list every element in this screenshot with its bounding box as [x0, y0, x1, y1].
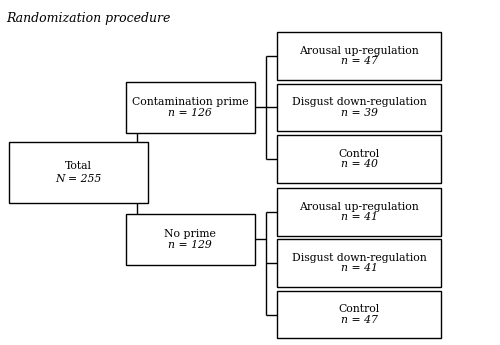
FancyBboxPatch shape	[278, 188, 442, 236]
Text: n = 47: n = 47	[341, 315, 378, 325]
Text: n = 47: n = 47	[341, 57, 378, 67]
Text: n = 39: n = 39	[341, 108, 378, 118]
FancyBboxPatch shape	[278, 290, 442, 338]
FancyBboxPatch shape	[278, 83, 442, 131]
Text: n = 129: n = 129	[168, 240, 212, 250]
Text: Disgust down-regulation: Disgust down-regulation	[292, 253, 427, 263]
Text: No prime: No prime	[164, 229, 216, 239]
FancyBboxPatch shape	[9, 142, 148, 203]
Text: N = 255: N = 255	[56, 174, 102, 184]
Text: n = 41: n = 41	[341, 264, 378, 274]
Text: Control: Control	[339, 149, 380, 159]
Text: n = 126: n = 126	[168, 108, 212, 118]
Text: Arousal up-regulation: Arousal up-regulation	[300, 46, 420, 56]
FancyBboxPatch shape	[126, 214, 255, 265]
FancyBboxPatch shape	[278, 239, 442, 287]
Text: Total: Total	[65, 161, 92, 171]
FancyBboxPatch shape	[278, 32, 442, 80]
FancyBboxPatch shape	[126, 82, 255, 133]
Text: Disgust down-regulation: Disgust down-regulation	[292, 97, 427, 107]
Text: n = 41: n = 41	[341, 212, 378, 222]
Text: n = 40: n = 40	[341, 159, 378, 169]
Text: Arousal up-regulation: Arousal up-regulation	[300, 201, 420, 211]
Text: Randomization procedure: Randomization procedure	[6, 12, 170, 24]
Text: Contamination prime: Contamination prime	[132, 97, 248, 107]
FancyBboxPatch shape	[278, 135, 442, 183]
Text: Control: Control	[339, 304, 380, 314]
